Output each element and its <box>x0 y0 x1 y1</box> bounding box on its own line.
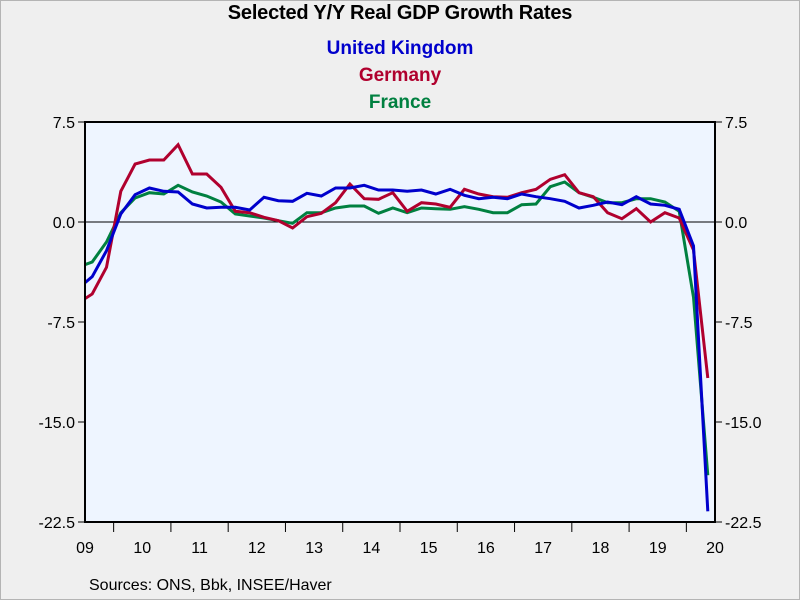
legend-france: France <box>368 92 432 113</box>
series-line-france <box>85 180 710 476</box>
legend-united-kingdom: United Kingdom <box>326 38 474 59</box>
series-line-united-kingdom <box>85 183 710 512</box>
y-tick-label-right: -22.5 <box>725 515 762 532</box>
chart-title: Selected Y/Y Real GDP Growth Rates <box>227 2 573 24</box>
plot-border <box>84 121 716 523</box>
x-tick-label: 15 <box>420 540 438 557</box>
x-tick-label: 14 <box>362 540 380 557</box>
y-tick-label-left: 7.5 <box>53 115 75 132</box>
y-tick-label-right: 0.0 <box>725 215 747 232</box>
y-tick-label-right: 7.5 <box>725 115 747 132</box>
x-tick-label: 19 <box>649 540 667 557</box>
x-tick-label: 12 <box>248 540 266 557</box>
source-note: Sources: ONS, Bbk, INSEE/Haver <box>89 577 332 594</box>
x-tick-label: 09 <box>76 540 94 557</box>
y-tick-label-right: -15.0 <box>725 415 762 432</box>
x-tick-label: 13 <box>305 540 323 557</box>
series-line-germany <box>85 142 710 379</box>
x-axis: 09 10 11 12 13 14 15 16 17 18 19 20 <box>76 522 724 557</box>
x-tick-label: 10 <box>133 540 151 557</box>
series-group <box>85 142 710 512</box>
plot-background <box>85 122 715 522</box>
x-tick-label: 11 <box>191 540 208 557</box>
x-tick-label: 20 <box>706 540 724 557</box>
y-tick-label-left: -15.0 <box>39 415 76 432</box>
x-tick-label: 18 <box>592 540 610 557</box>
legend-germany: Germany <box>358 65 442 86</box>
x-tick-label: 17 <box>534 540 552 557</box>
left-axis: 7.5 0.0 -7.5 -15.0 -22.5 <box>39 115 85 532</box>
y-tick-label-left: -22.5 <box>39 515 76 532</box>
y-tick-label-left: 0.0 <box>53 215 75 232</box>
right-axis: 7.5 0.0 -7.5 -15.0 -22.5 <box>715 115 762 532</box>
y-tick-label-right: -7.5 <box>725 315 753 332</box>
y-tick-label-left: -7.5 <box>47 315 75 332</box>
x-tick-label: 16 <box>477 540 495 557</box>
